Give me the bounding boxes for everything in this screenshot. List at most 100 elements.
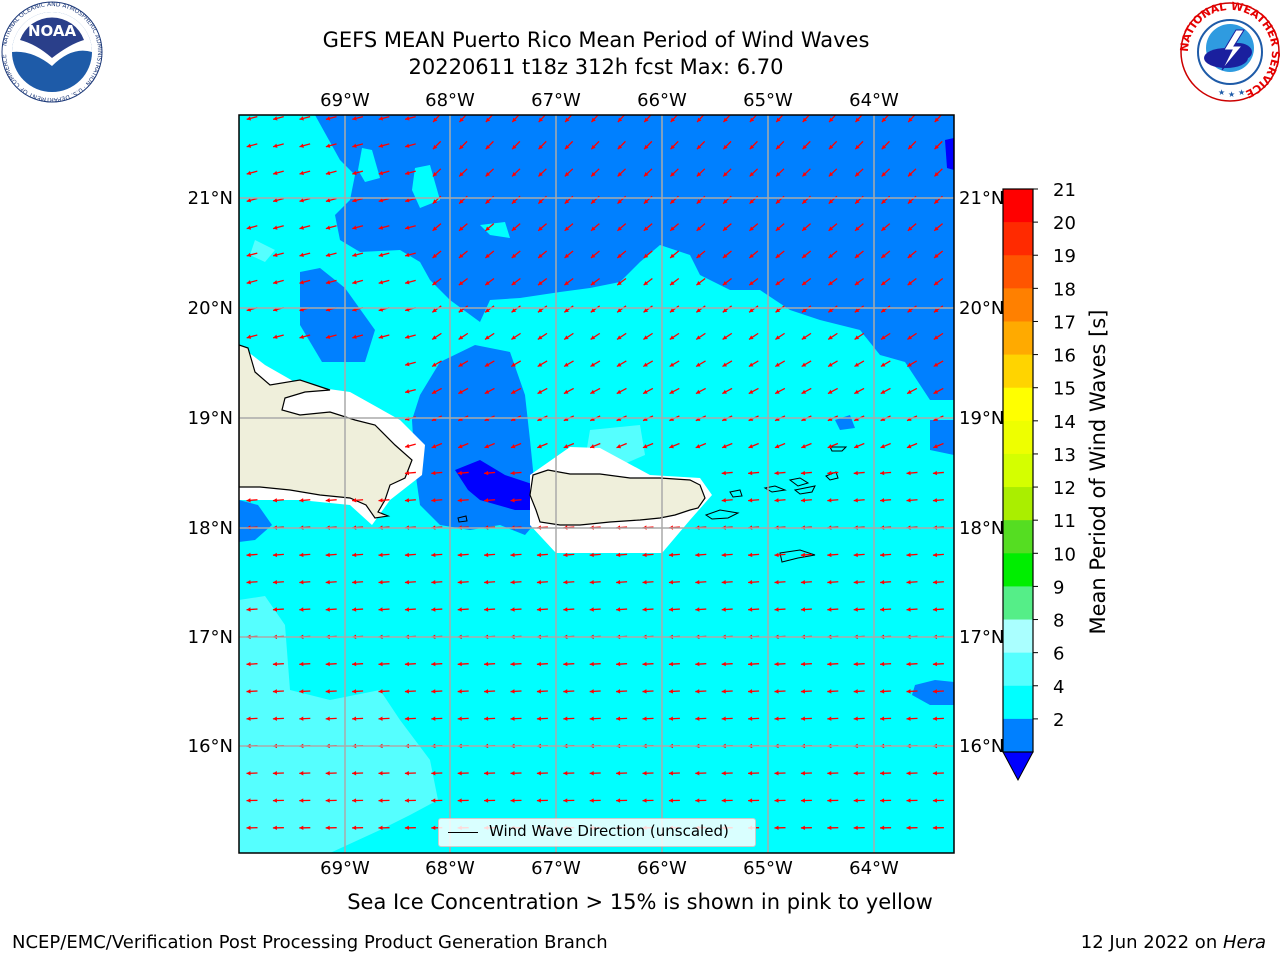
wind-arrow	[352, 716, 364, 721]
wind-arrow	[853, 798, 865, 803]
wind-arrow	[404, 580, 416, 585]
wind-arrow	[854, 360, 865, 368]
wind-arrow	[299, 552, 311, 558]
wind-arrow	[352, 498, 364, 503]
wind-arrow	[352, 798, 364, 803]
wind-arrow	[880, 332, 891, 340]
lon-tick-top: 65°W	[743, 90, 793, 111]
wind-arrow	[404, 225, 416, 230]
wind-arrow	[299, 716, 311, 721]
wind-arrow	[511, 332, 521, 340]
wind-arrow	[643, 250, 653, 259]
wind-arrow	[457, 580, 469, 585]
wind-arrow	[352, 143, 364, 148]
colorbar-tick-label: 11	[1053, 511, 1076, 532]
wind-arrow	[431, 442, 443, 449]
ocean-6-8-region-n	[250, 240, 275, 262]
wind-arrow	[933, 168, 943, 177]
wind-arrow	[880, 552, 892, 558]
wind-arrow	[668, 689, 680, 694]
wind-arrow	[246, 798, 258, 803]
wind-arrow	[325, 552, 337, 558]
vieques-island	[704, 509, 740, 520]
wind-arrow	[272, 197, 284, 203]
wind-arrow	[537, 305, 548, 313]
colorbar-tick-label: 9	[1053, 577, 1064, 598]
wind-arrow	[431, 470, 443, 476]
colorbar-extend-triangle	[1002, 751, 1034, 782]
wind-arrow	[590, 168, 600, 177]
wind-arrow	[642, 661, 654, 667]
wind-arrow	[801, 305, 812, 313]
footer-credit: NCEP/EMC/Verification Post Processing Pr…	[12, 932, 608, 953]
wind-arrow	[404, 661, 416, 667]
wind-arrow	[643, 223, 653, 232]
lat-tick-right: 16°N	[959, 736, 1004, 757]
wind-arrow	[484, 552, 496, 558]
wind-arrow	[484, 305, 495, 313]
wind-arrow	[669, 250, 680, 259]
colorbar-tick-label: 20	[1053, 213, 1076, 234]
wind-arrow	[721, 607, 733, 612]
lat-tick-left: 18°N	[188, 518, 233, 539]
wind-arrow	[272, 498, 284, 503]
wind-arrow	[932, 689, 944, 694]
colorbar: 21 20 19 18 17 16 15 14 13 12 11 10 9 8 6 4 2	[1002, 180, 1076, 782]
wind-arrow	[642, 442, 654, 449]
wind-arrow	[880, 689, 892, 694]
lat-tick-left: 21°N	[188, 188, 233, 209]
wind-arrow	[932, 771, 944, 776]
wind-arrow	[616, 661, 628, 667]
wind-arrow	[774, 661, 786, 667]
wind-arrow	[431, 498, 443, 503]
wind-arrow	[695, 332, 706, 340]
colorbar-tick-label: 18	[1053, 279, 1076, 300]
wind-arrow	[643, 168, 653, 177]
wind-arrow	[589, 771, 601, 776]
wind-arrow	[432, 277, 442, 286]
wind-arrow	[563, 689, 575, 694]
wind-arrow	[827, 442, 839, 449]
wind-arrow	[325, 115, 337, 121]
wind-arrow	[272, 334, 284, 339]
wind-arrow	[853, 661, 865, 667]
colorbar-segment	[1003, 652, 1033, 687]
wind-arrow	[246, 197, 258, 203]
wind-arrow	[722, 250, 732, 259]
wind-arrow	[828, 250, 838, 259]
wind-arrow	[906, 552, 918, 558]
wind-arrow	[563, 580, 575, 585]
wind-arrow	[748, 552, 760, 558]
wind-arrow	[880, 442, 891, 449]
lat-tick-left: 17°N	[188, 627, 233, 648]
wind-arrow	[510, 798, 522, 803]
wind-arrow	[616, 387, 627, 395]
wind-arrow	[774, 716, 786, 721]
wind-arrow	[906, 661, 918, 667]
wind-arrow	[246, 143, 258, 148]
legend-label: Wind Wave Direction (unscaled)	[489, 822, 729, 840]
lon-tick-top: 69°W	[320, 90, 370, 111]
wind-arrow	[378, 115, 390, 121]
wind-arrow	[616, 580, 628, 585]
wind-arrow	[536, 607, 548, 612]
wind-arrow	[800, 552, 812, 558]
wind-arrow	[906, 689, 918, 694]
wind-arrow	[827, 771, 839, 776]
wind-arrow	[616, 332, 627, 340]
wind-arrow	[670, 140, 679, 150]
lon-ticks-top: 69°W 68°W 67°W 66°W 65°W 64°W	[320, 90, 899, 111]
wind-arrow	[880, 305, 891, 313]
wind-arrow	[404, 115, 416, 121]
lat-tick-right: 21°N	[959, 188, 1004, 209]
wind-arrow	[484, 661, 496, 667]
wind-arrow	[484, 498, 496, 503]
wind-arrow	[827, 552, 839, 558]
svg-text:★: ★	[1238, 88, 1245, 97]
lat-tick-left: 19°N	[188, 408, 233, 429]
wind-arrow	[484, 360, 495, 368]
colorbar-title: Mean Period of Wind Waves [s]	[1086, 310, 1110, 635]
lat-tick-right: 18°N	[959, 518, 1004, 539]
wind-arrow	[827, 580, 839, 585]
wind-arrow	[246, 661, 258, 667]
